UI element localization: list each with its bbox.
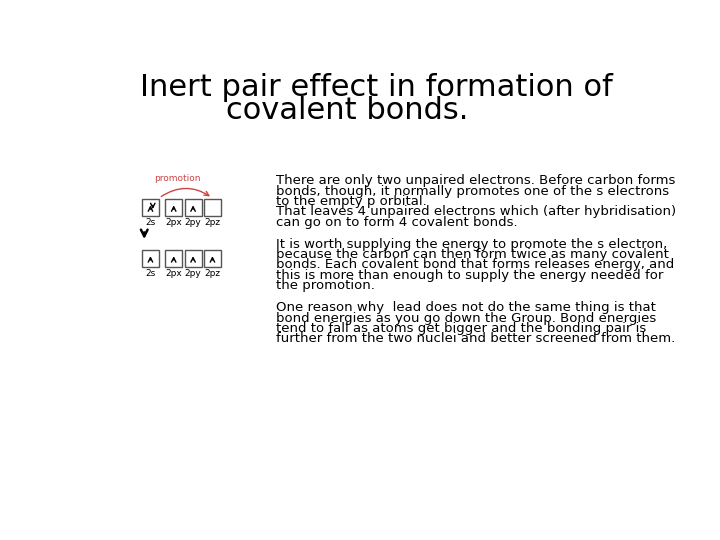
Text: bonds. Each covalent bond that forms releases energy, and: bonds. Each covalent bond that forms rel… <box>276 259 674 272</box>
Text: promotion: promotion <box>154 174 201 184</box>
Text: because the carbon can then form twice as many covalent: because the carbon can then form twice a… <box>276 248 669 261</box>
Text: the promotion.: the promotion. <box>276 279 375 292</box>
Text: to the empty p orbital.: to the empty p orbital. <box>276 195 427 208</box>
Text: tend to fall as atoms get bigger and the bonding pair is: tend to fall as atoms get bigger and the… <box>276 322 647 335</box>
Text: can go on to form 4 covalent bonds.: can go on to form 4 covalent bonds. <box>276 215 518 229</box>
Text: There are only two unpaired electrons. Before carbon forms: There are only two unpaired electrons. B… <box>276 174 675 187</box>
Bar <box>142 249 159 267</box>
Bar <box>142 199 159 215</box>
Text: One reason why  lead does not do the same thing is that: One reason why lead does not do the same… <box>276 301 656 314</box>
Text: 2pz: 2pz <box>204 218 220 227</box>
Bar <box>204 199 221 215</box>
Text: 2s: 2s <box>145 218 156 227</box>
Text: 2py: 2py <box>185 269 202 278</box>
Bar <box>204 249 221 267</box>
Text: 2s: 2s <box>145 269 156 278</box>
Text: bond energies as you go down the Group. Bond energies: bond energies as you go down the Group. … <box>276 312 656 325</box>
Text: That leaves 4 unpaired electrons which (after hybridisation): That leaves 4 unpaired electrons which (… <box>276 205 676 218</box>
Text: 2pz: 2pz <box>204 269 220 278</box>
Bar <box>184 199 202 215</box>
Text: It is worth supplying the energy to promote the s electron,: It is worth supplying the energy to prom… <box>276 238 667 251</box>
Text: further from the two nuclei and better screened from them.: further from the two nuclei and better s… <box>276 333 675 346</box>
Text: covalent bonds.: covalent bonds. <box>225 96 468 125</box>
Text: 2py: 2py <box>185 218 202 227</box>
Text: bonds, though, it normally promotes one of the s electrons: bonds, though, it normally promotes one … <box>276 185 669 198</box>
Text: this is more than enough to supply the energy needed for: this is more than enough to supply the e… <box>276 269 663 282</box>
Bar <box>165 199 182 215</box>
Bar <box>165 249 182 267</box>
Text: 2px: 2px <box>166 218 182 227</box>
Text: 2px: 2px <box>166 269 182 278</box>
Text: Inert pair effect in formation of: Inert pair effect in formation of <box>140 72 613 102</box>
Bar <box>184 249 202 267</box>
